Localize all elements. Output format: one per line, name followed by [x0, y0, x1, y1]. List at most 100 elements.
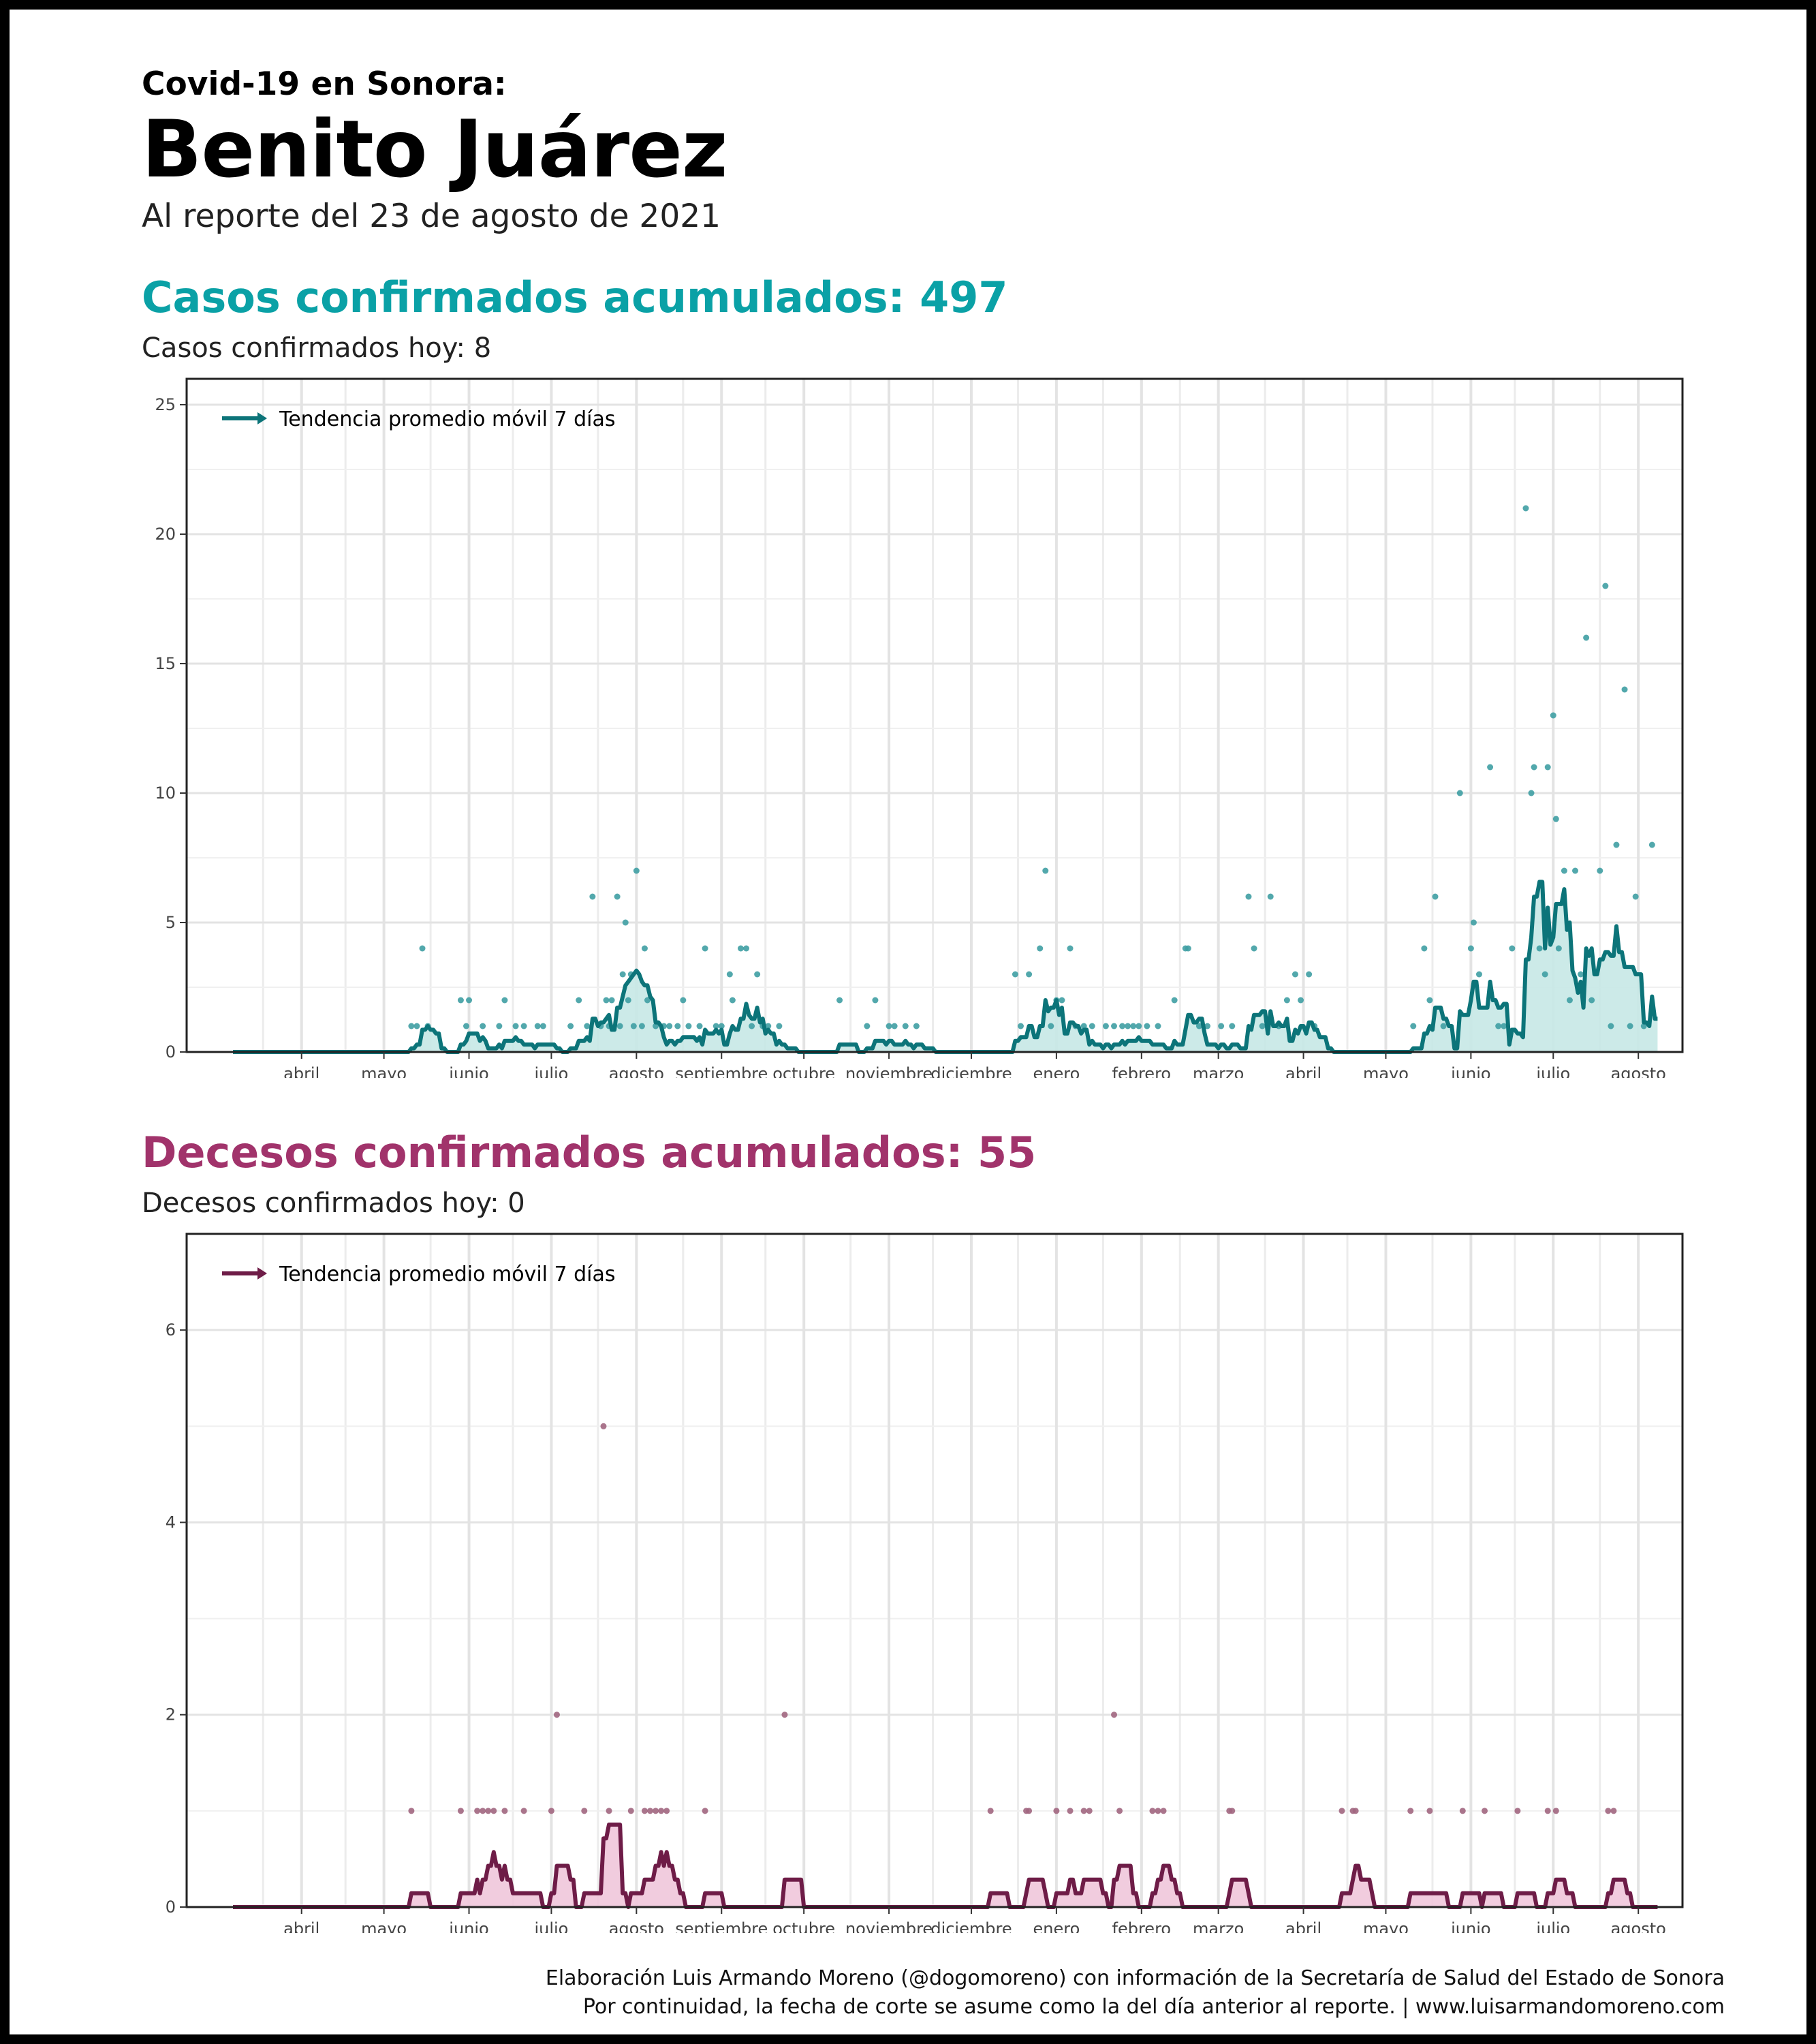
data-point — [781, 1712, 788, 1718]
data-point — [666, 1023, 673, 1029]
legend: Tendencia promedio móvil 7 días — [222, 407, 616, 431]
data-point — [1116, 1808, 1123, 1814]
data-point — [913, 1023, 920, 1029]
data-point — [1613, 841, 1620, 848]
data-point — [581, 1808, 588, 1814]
legend-label: Tendencia promedio móvil 7 días — [279, 1263, 616, 1286]
data-point — [729, 997, 736, 1004]
data-point — [485, 1808, 492, 1814]
data-point — [589, 893, 596, 900]
data-point — [726, 971, 733, 978]
data-point — [1298, 997, 1304, 1004]
plot-border — [185, 377, 1684, 1053]
data-point — [1067, 945, 1074, 952]
data-point — [1583, 634, 1590, 641]
x-tick-label: noviembre — [845, 1064, 933, 1078]
data-point — [886, 1023, 892, 1029]
data-point — [1459, 1808, 1466, 1814]
data-point — [1467, 945, 1474, 952]
data-point — [987, 1808, 994, 1814]
x-tick-label: febrero — [1112, 1064, 1172, 1078]
data-point — [891, 1023, 898, 1029]
data-point — [1514, 1808, 1521, 1814]
data-point — [496, 1023, 503, 1029]
data-point — [1042, 867, 1049, 874]
data-point — [1608, 1023, 1614, 1029]
data-point — [653, 1808, 659, 1814]
data-point — [457, 1808, 464, 1814]
data-point — [1640, 1023, 1647, 1029]
x-tick-label: febrero — [1112, 1919, 1172, 1933]
data-point — [702, 945, 708, 952]
trend-area — [232, 882, 1658, 1052]
data-point — [600, 1423, 607, 1429]
data-point — [836, 997, 843, 1004]
data-point — [653, 1023, 659, 1029]
data-point — [480, 1023, 486, 1029]
data-point — [501, 1808, 508, 1814]
data-point — [1037, 945, 1044, 952]
data-point — [419, 945, 426, 952]
data-point — [1229, 1808, 1236, 1814]
data-point — [1407, 1808, 1414, 1814]
data-point — [614, 893, 621, 900]
data-point — [641, 1808, 648, 1814]
data-point — [1566, 997, 1573, 1004]
data-point — [1018, 1023, 1024, 1029]
x-tick-label: octubre — [772, 1919, 835, 1933]
x-tick-label: diciembre — [930, 1919, 1012, 1933]
data-point — [1536, 945, 1543, 952]
x-tick-label: abril — [1285, 1919, 1321, 1933]
data-point — [646, 1808, 653, 1814]
data-point — [1470, 919, 1477, 926]
data-point — [1632, 893, 1639, 900]
x-tick-label: agosto — [609, 1919, 664, 1933]
cases-section-title: Casos confirmados acumulados: 497 — [142, 273, 1008, 322]
data-point — [625, 997, 631, 1004]
data-point — [553, 1712, 560, 1718]
x-tick-label: enero — [1033, 1919, 1080, 1933]
data-point — [754, 971, 761, 978]
deaths-today: Decesos confirmados hoy: 0 — [142, 1188, 525, 1219]
data-point — [1136, 1023, 1142, 1029]
deaths-chart: 0 2 4 6 abril mayo junio julio agosto septiembre o… — [166, 1233, 1684, 1933]
plot-border — [185, 1233, 1684, 1908]
page: Covid-19 en Sonora: Benito Juárez Al rep… — [10, 10, 1806, 2034]
y-tick-label: 10 — [155, 784, 176, 803]
data-point — [520, 1023, 527, 1029]
data-point — [1026, 971, 1033, 978]
x-tick-label: julio — [1535, 1919, 1570, 1933]
data-point — [1426, 1808, 1433, 1814]
data-point — [1456, 790, 1463, 796]
data-point — [864, 1023, 871, 1029]
data-point — [1475, 971, 1482, 978]
y-tick-label: 20 — [155, 525, 176, 544]
x-tick-label: marzo — [1193, 1064, 1244, 1078]
data-point — [466, 997, 473, 1004]
data-point — [1283, 997, 1290, 1004]
legend: Tendencia promedio móvil 7 días — [222, 1263, 616, 1286]
data-point — [1544, 1808, 1551, 1814]
x-tick-label: junio — [1450, 1919, 1490, 1933]
data-point — [1229, 1023, 1236, 1029]
data-point — [1421, 945, 1428, 952]
data-point — [1578, 971, 1584, 978]
y-tick-label: 0 — [166, 1898, 176, 1917]
data-point — [1352, 1808, 1359, 1814]
data-point — [1048, 1023, 1054, 1029]
x-tick-label: octubre — [772, 1064, 835, 1078]
data-point — [539, 1023, 546, 1029]
deaths-section-title: Decesos confirmados acumulados: 55 — [142, 1128, 1037, 1177]
data-point — [1119, 1023, 1126, 1029]
x-tick-label: noviembre — [845, 1919, 933, 1933]
data-point — [490, 1808, 497, 1814]
data-point — [1410, 1023, 1417, 1029]
data-point — [1059, 997, 1065, 1004]
grid-lines — [187, 1234, 1682, 1908]
data-point — [1149, 1808, 1156, 1814]
data-point — [1555, 945, 1562, 952]
report-date: Al reporte del 23 de agosto de 2021 — [142, 198, 721, 235]
data-point — [1195, 1023, 1202, 1029]
cases-chart: 0 5 10 15 20 25 abril mayo junio julio agosto septi… — [155, 377, 1684, 1078]
data-point — [1026, 1808, 1033, 1814]
